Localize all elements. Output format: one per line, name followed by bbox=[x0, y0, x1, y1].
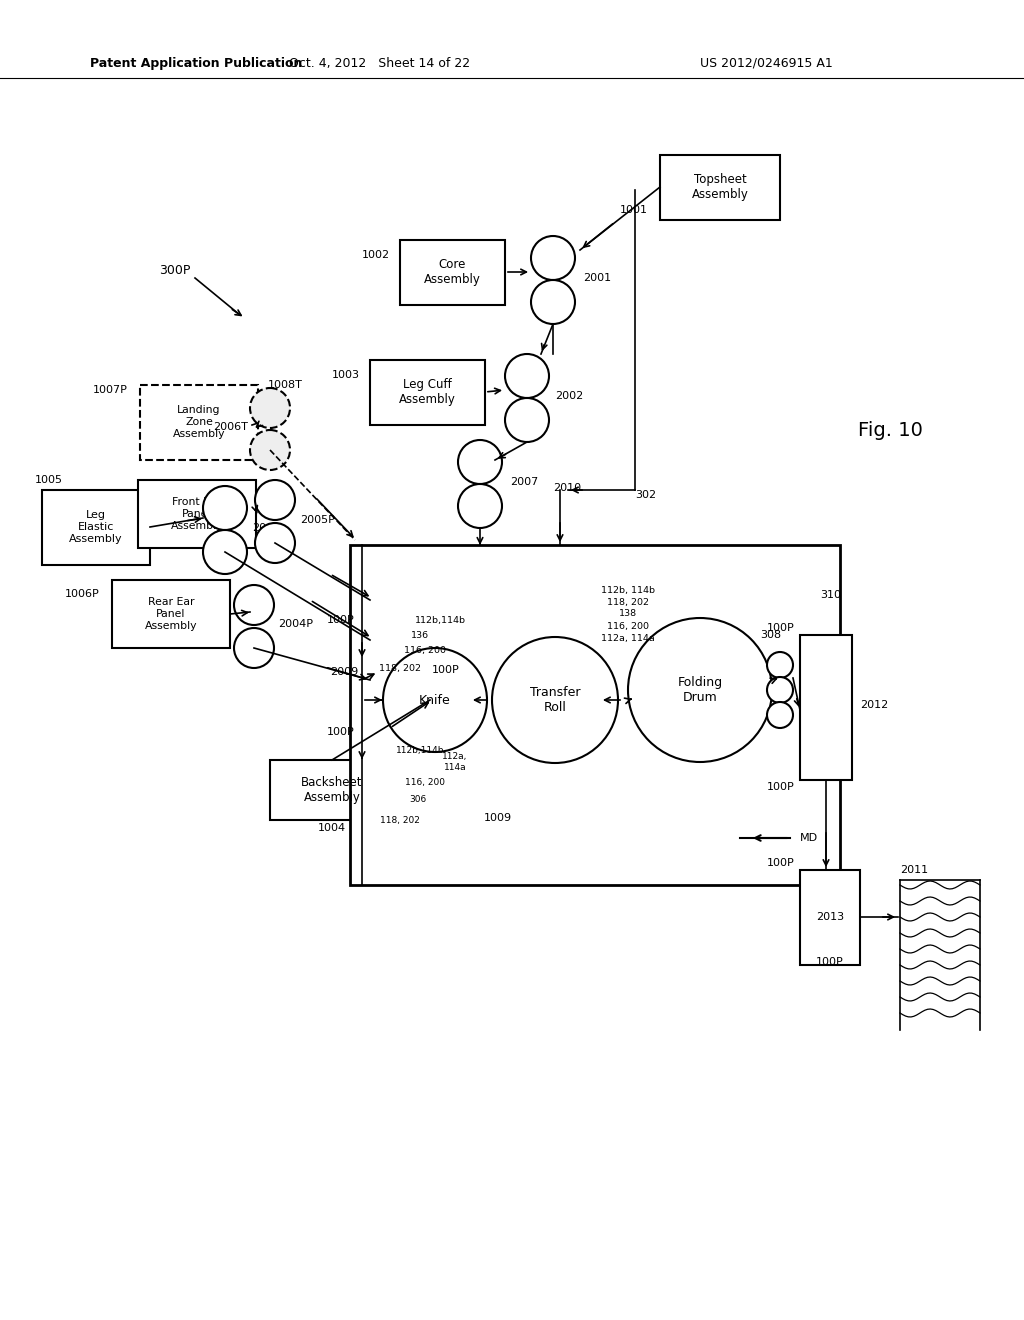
Bar bbox=[270, 760, 395, 820]
Text: 300P: 300P bbox=[160, 264, 190, 276]
Text: 116, 200: 116, 200 bbox=[404, 645, 446, 655]
Circle shape bbox=[383, 648, 487, 752]
Text: 308: 308 bbox=[760, 630, 781, 640]
Text: 1006P: 1006P bbox=[66, 589, 100, 599]
Circle shape bbox=[250, 388, 290, 428]
Circle shape bbox=[255, 480, 295, 520]
Text: 306: 306 bbox=[410, 796, 427, 804]
Text: 118, 202: 118, 202 bbox=[379, 664, 421, 672]
Circle shape bbox=[767, 652, 793, 678]
Text: 116, 200: 116, 200 bbox=[607, 622, 649, 631]
Circle shape bbox=[767, 702, 793, 729]
Bar bbox=[800, 870, 860, 965]
Text: Topsheet
Assembly: Topsheet Assembly bbox=[691, 173, 749, 201]
Text: Fig. 10: Fig. 10 bbox=[857, 421, 923, 440]
Text: 112b,114b: 112b,114b bbox=[395, 746, 444, 755]
Text: Patent Application Publication: Patent Application Publication bbox=[90, 57, 302, 70]
Text: 2002: 2002 bbox=[555, 391, 584, 401]
Text: Landing
Zone
Assembly: Landing Zone Assembly bbox=[173, 405, 225, 438]
Bar bbox=[112, 579, 230, 648]
Text: 1003: 1003 bbox=[332, 370, 360, 380]
Circle shape bbox=[203, 486, 247, 531]
Text: Knife: Knife bbox=[419, 693, 451, 706]
Text: Front Ear
Panel
Assembly: Front Ear Panel Assembly bbox=[171, 498, 223, 531]
Text: 1004: 1004 bbox=[317, 822, 346, 833]
Text: 2012: 2012 bbox=[860, 700, 888, 710]
Text: 100P: 100P bbox=[767, 858, 795, 869]
Text: 118, 202: 118, 202 bbox=[607, 598, 649, 606]
Bar bbox=[350, 545, 840, 884]
Text: Oct. 4, 2012   Sheet 14 of 22: Oct. 4, 2012 Sheet 14 of 22 bbox=[290, 57, 471, 70]
Text: 112a,
114a: 112a, 114a bbox=[442, 752, 468, 772]
Bar bbox=[400, 240, 505, 305]
Text: Rear Ear
Panel
Assembly: Rear Ear Panel Assembly bbox=[144, 598, 198, 631]
Text: 1008T: 1008T bbox=[268, 380, 303, 389]
Text: 2009: 2009 bbox=[330, 667, 358, 677]
Text: 100P: 100P bbox=[328, 615, 355, 624]
Bar bbox=[138, 480, 256, 548]
Text: 1009: 1009 bbox=[484, 813, 512, 822]
Text: Folding
Drum: Folding Drum bbox=[678, 676, 723, 704]
Text: 2011: 2011 bbox=[900, 865, 928, 875]
Text: 100P: 100P bbox=[328, 727, 355, 737]
Text: 100P: 100P bbox=[432, 665, 460, 675]
Circle shape bbox=[458, 484, 502, 528]
Circle shape bbox=[505, 399, 549, 442]
Bar bbox=[140, 385, 258, 459]
Text: 116, 200: 116, 200 bbox=[406, 777, 445, 787]
Bar bbox=[42, 490, 150, 565]
Text: US 2012/0246915 A1: US 2012/0246915 A1 bbox=[700, 57, 833, 70]
Circle shape bbox=[458, 440, 502, 484]
Text: 2013: 2013 bbox=[816, 912, 844, 921]
Circle shape bbox=[255, 523, 295, 564]
Text: 2006T: 2006T bbox=[213, 422, 248, 432]
Circle shape bbox=[531, 280, 575, 323]
Text: Transfer
Roll: Transfer Roll bbox=[529, 686, 581, 714]
Bar bbox=[800, 635, 852, 780]
Circle shape bbox=[505, 354, 549, 399]
Circle shape bbox=[628, 618, 772, 762]
Text: Backsheet
Assembly: Backsheet Assembly bbox=[301, 776, 362, 804]
Text: 1002: 1002 bbox=[361, 249, 390, 260]
Text: Core
Assembly: Core Assembly bbox=[424, 257, 480, 286]
Text: Leg Cuff
Assembly: Leg Cuff Assembly bbox=[398, 378, 456, 407]
Text: 2010: 2010 bbox=[553, 483, 581, 492]
Text: 112b,114b: 112b,114b bbox=[415, 615, 466, 624]
Text: 1005: 1005 bbox=[35, 475, 63, 484]
Text: 100P: 100P bbox=[767, 781, 795, 792]
Bar bbox=[660, 154, 780, 220]
Circle shape bbox=[203, 531, 247, 574]
Text: 112a, 114a: 112a, 114a bbox=[601, 634, 655, 643]
Text: Leg
Elastic
Assembly: Leg Elastic Assembly bbox=[70, 511, 123, 544]
Bar bbox=[370, 360, 485, 425]
Text: 100P: 100P bbox=[816, 957, 844, 968]
Text: 2005P: 2005P bbox=[300, 515, 335, 525]
Text: 100P: 100P bbox=[767, 623, 795, 634]
Text: 138: 138 bbox=[618, 610, 637, 619]
Text: 2004P: 2004P bbox=[278, 619, 313, 630]
Text: 2003: 2003 bbox=[252, 523, 281, 533]
Circle shape bbox=[492, 638, 618, 763]
Circle shape bbox=[234, 628, 274, 668]
Circle shape bbox=[767, 677, 793, 704]
Circle shape bbox=[234, 585, 274, 624]
Text: 302: 302 bbox=[635, 490, 656, 500]
Text: 1001: 1001 bbox=[620, 205, 648, 215]
Circle shape bbox=[250, 430, 290, 470]
Text: 118, 202: 118, 202 bbox=[380, 816, 420, 825]
Text: 112b, 114b: 112b, 114b bbox=[601, 586, 655, 594]
Text: MD: MD bbox=[800, 833, 818, 843]
Circle shape bbox=[531, 236, 575, 280]
Text: 136: 136 bbox=[411, 631, 429, 639]
Text: 310: 310 bbox=[820, 590, 841, 601]
Text: 2007: 2007 bbox=[510, 477, 539, 487]
Text: 1007P: 1007P bbox=[93, 385, 128, 395]
Text: 2001: 2001 bbox=[583, 273, 611, 282]
